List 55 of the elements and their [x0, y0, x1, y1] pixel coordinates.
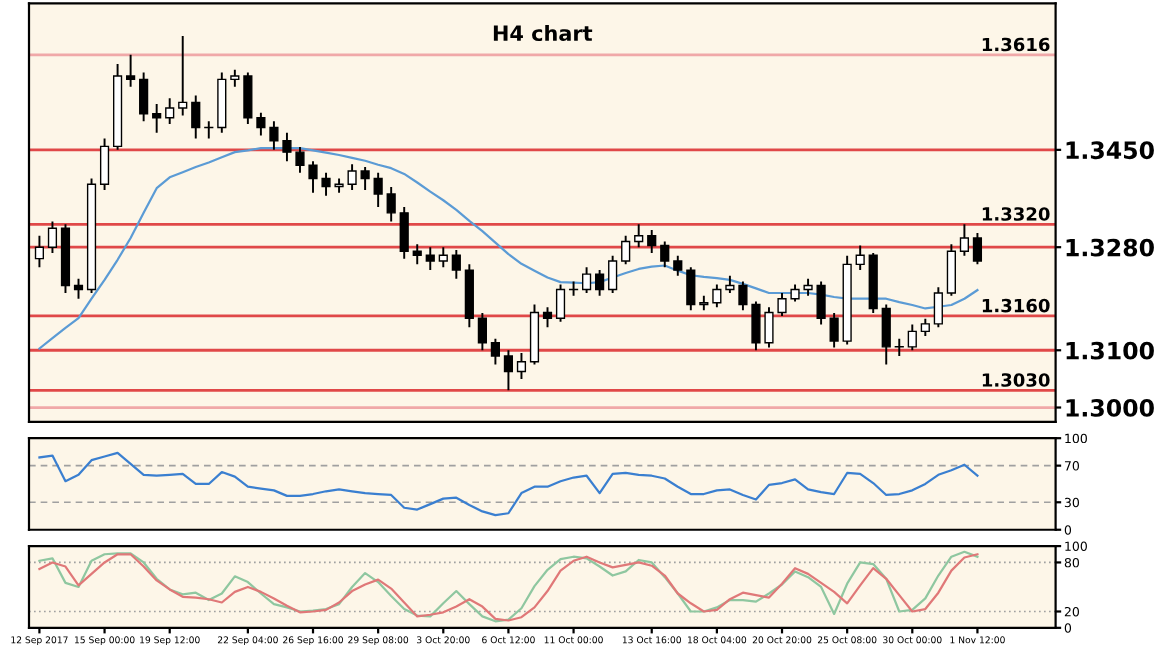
candlestick	[673, 254, 683, 277]
candlestick	[165, 97, 175, 126]
candlestick	[256, 111, 266, 137]
y-tick-label: 1.3000	[1066, 398, 1154, 417]
y-tick-label: 1.3100	[1066, 341, 1154, 360]
ref-line-label: 1.3320	[982, 207, 1050, 221]
candlestick	[99, 137, 110, 191]
candlestick	[621, 234, 631, 266]
candlestick	[438, 246, 448, 269]
candlestick	[360, 166, 370, 191]
ref-line-label: 1.3616	[982, 37, 1050, 52]
candlestick	[946, 243, 956, 297]
candlestick	[712, 283, 722, 309]
candlestick	[581, 266, 592, 294]
ref-line-label: 1.3030	[982, 373, 1050, 387]
candlestick	[972, 231, 983, 266]
y-tick-label: 1.3280	[1066, 238, 1154, 257]
candlestick	[152, 103, 162, 134]
candlestick	[34, 234, 45, 269]
candlestick	[412, 243, 422, 266]
ref-line-label: 1.3160	[982, 298, 1050, 313]
candlestick	[503, 349, 514, 392]
candlestick	[829, 312, 839, 349]
candlestick	[907, 323, 917, 352]
candlestick	[139, 71, 149, 123]
line-series	[38, 451, 979, 517]
candlestick	[477, 312, 487, 352]
candlestick	[660, 240, 670, 269]
candlestick	[555, 283, 566, 323]
y-tick-label: 1.3450	[1066, 141, 1154, 160]
candlestick	[178, 34, 188, 117]
candlestick	[243, 71, 253, 126]
candlestick	[47, 220, 58, 254]
candlestick	[490, 337, 501, 366]
candlestick	[126, 53, 136, 88]
candlestick	[451, 249, 461, 280]
candlestick	[959, 223, 970, 257]
candlestick	[933, 286, 943, 329]
candlestick	[686, 266, 696, 312]
candlestick	[399, 206, 409, 260]
candlestick	[73, 277, 84, 300]
text: H4 chart	[493, 24, 593, 42]
candlestick	[647, 229, 657, 254]
candlestick	[894, 337, 904, 357]
candlestick	[542, 306, 553, 329]
candlestick	[855, 244, 865, 272]
candlestick	[881, 303, 891, 366]
candlestick	[191, 94, 201, 140]
candlestick	[386, 186, 396, 223]
candlestick	[634, 223, 644, 249]
candlestick	[516, 352, 527, 380]
candlestick	[425, 246, 435, 272]
candlestick	[595, 269, 605, 297]
candlestick	[373, 171, 383, 209]
candlestick	[608, 254, 618, 294]
